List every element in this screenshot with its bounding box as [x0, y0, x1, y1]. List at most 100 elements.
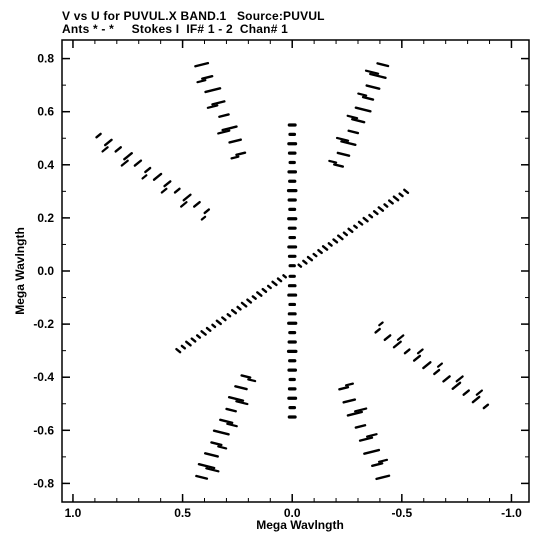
uv-point: [368, 213, 374, 219]
uv-point: [163, 180, 172, 188]
uv-point: [297, 263, 303, 268]
uv-point: [266, 284, 272, 290]
uv-point: [160, 187, 168, 194]
uv-point: [369, 72, 387, 79]
uv-point: [471, 395, 481, 404]
uv-point: [230, 155, 240, 160]
uv-point: [442, 375, 451, 383]
uv-point: [344, 382, 354, 387]
uv-point: [173, 187, 181, 194]
uv-point: [200, 330, 207, 336]
uv-point: [234, 385, 248, 391]
uv-point: [217, 445, 228, 450]
uv-point: [387, 199, 394, 205]
x-tick-label: 0.5: [174, 506, 191, 520]
uv-point: [433, 368, 441, 376]
uv-point: [377, 206, 385, 212]
uv-point: [436, 362, 443, 368]
x-tick-label: -0.5: [391, 506, 412, 520]
uv-point: [114, 146, 122, 153]
chart-title-line-1: V vs U for PUVUL.X BAND.1 Source:PUVUL: [62, 9, 325, 23]
y-tick-label: -0.2: [33, 317, 54, 331]
uv-point: [403, 348, 411, 355]
uv-point: [193, 200, 201, 208]
uv-point: [180, 201, 188, 208]
uv-point: [251, 295, 257, 300]
y-tick-label: 0.6: [37, 105, 54, 119]
uv-point: [342, 231, 349, 237]
uv-point: [357, 220, 364, 226]
uv-point: [226, 313, 232, 318]
uv-point: [197, 463, 216, 470]
uv-point: [403, 188, 410, 195]
uv-point: [346, 114, 359, 120]
uv-point: [365, 84, 381, 90]
uv-point: [333, 163, 344, 168]
uv-point: [225, 407, 237, 413]
uv-point: [346, 410, 363, 417]
uv-point: [378, 321, 384, 327]
uv-point: [228, 138, 242, 144]
uv-point: [240, 374, 252, 379]
uv-point: [396, 334, 405, 341]
uv-point: [230, 308, 238, 315]
uv-point: [375, 474, 391, 481]
uv-point: [351, 118, 366, 124]
uv-point: [247, 378, 257, 383]
uv-point: [462, 389, 470, 396]
uv-point: [416, 348, 424, 355]
uv-point: [235, 400, 249, 406]
uv-point: [95, 132, 102, 139]
uv-point: [210, 441, 223, 447]
plot-frame: [61, 39, 530, 503]
uv-point: [221, 125, 238, 132]
uv-point: [312, 252, 318, 258]
uv-point: [328, 159, 338, 164]
uv-point: [342, 398, 357, 404]
uv-point: [221, 316, 227, 322]
uv-point: [383, 203, 389, 208]
uv-point: [256, 291, 263, 297]
uv-point: [226, 422, 238, 428]
uv-point: [271, 280, 278, 287]
uv-point: [261, 287, 268, 294]
uv-point: [217, 129, 231, 135]
uv-point: [212, 429, 230, 436]
uv-point: [364, 69, 380, 75]
uv-point: [338, 385, 350, 391]
axis-tick-labels: 1.0 0.5 0.0 -0.5 -1.0 0.8 0.6 0.4 0.2 0.0 -0.2 -0.4…: [33, 52, 522, 520]
uv-point: [347, 129, 360, 135]
x-tick-label: 0.0: [284, 506, 301, 520]
uv-point: [227, 395, 245, 402]
uv-point: [205, 467, 220, 473]
y-tick-label: -0.8: [33, 476, 54, 490]
uv-point: [206, 104, 219, 109]
uv-point: [335, 136, 350, 142]
uv-point: [200, 215, 207, 221]
uv-point: [235, 151, 247, 157]
uv-point: [392, 340, 402, 349]
uv-point: [354, 424, 367, 429]
uv-point: [195, 334, 202, 339]
uv-point: [336, 151, 351, 157]
uv-point: [340, 140, 357, 147]
uv-point: [141, 174, 148, 180]
uv-point: [236, 305, 242, 311]
uv-point: [354, 407, 368, 413]
uv-point: [195, 474, 209, 480]
uv-point: [372, 210, 379, 216]
x-axis-label: Mega Wavlngth: [256, 518, 344, 532]
uv-point: [201, 74, 214, 80]
x-tick-label: 1.0: [65, 506, 82, 520]
y-tick-label: -0.4: [33, 370, 54, 384]
uv-point: [185, 340, 192, 347]
uv-point: [358, 436, 374, 442]
axis-ticks: [62, 40, 529, 502]
uv-point: [205, 326, 212, 332]
uv-point: [123, 152, 133, 161]
uv-point: [362, 216, 369, 223]
uv-point: [361, 95, 375, 101]
uv-point: [317, 248, 323, 255]
uv-point: [327, 242, 333, 247]
uv-point: [240, 301, 248, 308]
